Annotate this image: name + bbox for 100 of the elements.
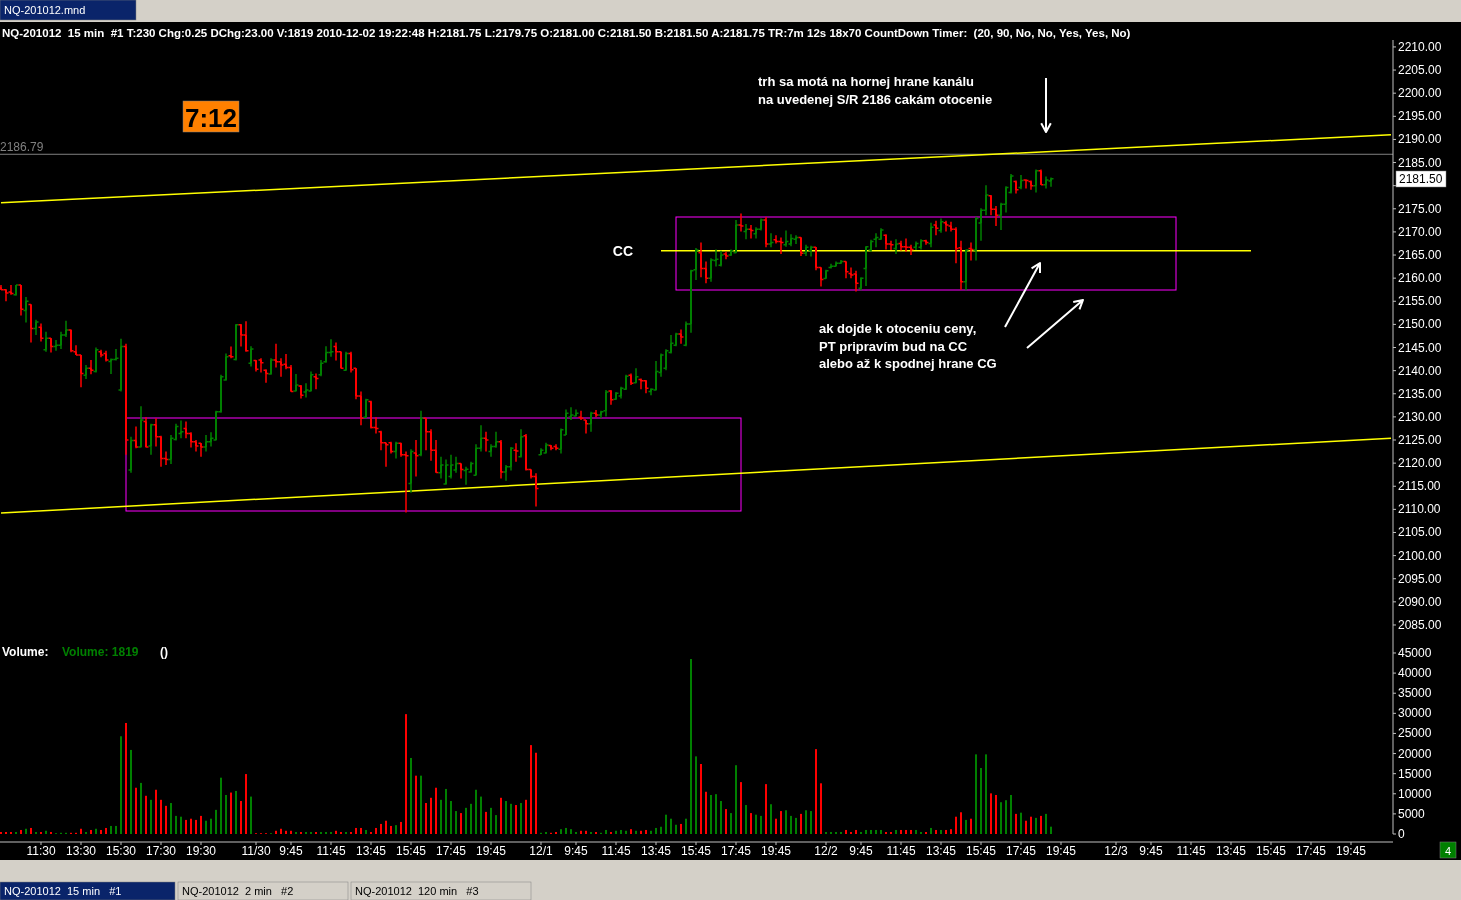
x-tick-label: 19:45	[1045, 844, 1077, 858]
y-tick-label: 2175.00	[1398, 201, 1442, 216]
x-tick-label: 11:45	[886, 844, 916, 858]
bar	[235, 790, 237, 834]
annotation: ak dojde k otoceniu ceny, PT pripravím bud na CC alebo až k spodnej hrane CG	[819, 321, 997, 372]
x-tick-label: 19:45	[1335, 844, 1367, 858]
bar	[880, 829, 882, 834]
y2-tick-label: 45000	[1398, 646, 1432, 660]
bar	[325, 831, 327, 834]
bar	[885, 831, 887, 834]
y-tick-label: 2085.00	[1398, 617, 1442, 632]
y-tick-label: 2210.00	[1398, 39, 1442, 54]
text: NQ-201012 120 min #3	[355, 885, 479, 897]
bar	[985, 754, 987, 834]
x-tick-label: 15:45	[1255, 844, 1287, 858]
bar	[1000, 802, 1002, 834]
bar	[45, 830, 47, 834]
bar	[140, 782, 142, 834]
y-tick-label: 2140.00	[1398, 363, 1442, 378]
bar	[400, 821, 402, 834]
annotation: 7:12	[185, 103, 238, 133]
y2-tick-label: 40000	[1398, 666, 1432, 681]
bar	[350, 831, 352, 834]
bar	[415, 775, 417, 834]
bar	[835, 831, 837, 834]
bar	[125, 722, 127, 834]
bar	[610, 831, 612, 834]
x-tick-label: 15:30	[105, 844, 137, 858]
bar	[290, 830, 292, 834]
bar	[670, 818, 672, 834]
bar	[525, 799, 527, 834]
bar	[595, 831, 597, 834]
y-tick-label: 2205.00	[1398, 63, 1442, 78]
bar	[445, 788, 447, 834]
y-tick-label: 2110.00	[1398, 502, 1441, 517]
bar	[765, 784, 767, 834]
series-label: CC	[612, 242, 633, 259]
bar	[250, 796, 252, 834]
bar	[175, 815, 177, 834]
bar	[510, 803, 512, 834]
bar	[25, 828, 27, 834]
bar	[555, 831, 557, 834]
x-tick-label: 13:45	[355, 844, 387, 858]
x-tick-label: 15:45	[680, 844, 712, 858]
bar	[40, 831, 42, 834]
bar	[745, 805, 747, 834]
y-tick-label: 2095.00	[1398, 571, 1442, 586]
bar	[280, 828, 282, 834]
bar	[950, 829, 952, 834]
bar	[320, 831, 322, 834]
bar	[825, 831, 827, 834]
bar	[200, 815, 202, 834]
bar	[785, 810, 787, 834]
bar	[980, 768, 982, 834]
bar	[50, 831, 52, 834]
bar	[630, 829, 632, 834]
y2-tick-label: 25000	[1398, 726, 1432, 741]
bar	[920, 831, 922, 834]
bar	[1015, 813, 1017, 834]
bar	[395, 825, 397, 834]
x-tick-label: 12/2	[814, 844, 838, 858]
bar	[130, 749, 132, 834]
bar	[170, 803, 172, 834]
bar	[850, 831, 852, 834]
bar	[205, 820, 207, 834]
x-tick-label: 9:45	[279, 844, 303, 858]
annotation: ()	[160, 645, 168, 659]
bar	[360, 827, 362, 834]
bar	[870, 829, 872, 834]
bar	[820, 783, 822, 834]
bar	[845, 829, 847, 834]
bar	[305, 831, 307, 834]
bar	[460, 813, 462, 834]
bar	[995, 794, 997, 834]
bar	[970, 818, 972, 834]
bar	[10, 831, 12, 834]
bar	[35, 831, 37, 834]
bar	[1030, 816, 1032, 834]
bar	[20, 829, 22, 834]
bar	[915, 829, 917, 834]
bar	[795, 817, 797, 834]
bar	[1035, 817, 1037, 834]
bar	[955, 816, 957, 834]
y-tick-label: 2165.00	[1398, 248, 1442, 263]
bar	[925, 831, 927, 834]
bar	[810, 811, 812, 834]
bar	[410, 757, 412, 834]
bar	[490, 807, 492, 834]
x-tick-label: 19:30	[185, 844, 217, 858]
bar	[160, 799, 162, 834]
bar	[760, 815, 762, 834]
bar	[285, 830, 287, 834]
y-tick-label: 2130.00	[1398, 409, 1442, 424]
bar	[990, 793, 992, 834]
bar	[615, 830, 617, 834]
bar	[135, 787, 137, 834]
y-tick-label: 2125.00	[1398, 433, 1442, 448]
bar	[480, 796, 482, 834]
x-tick-label: 13:45	[1215, 844, 1247, 858]
y2-axis-title: Volume:	[2, 645, 49, 659]
